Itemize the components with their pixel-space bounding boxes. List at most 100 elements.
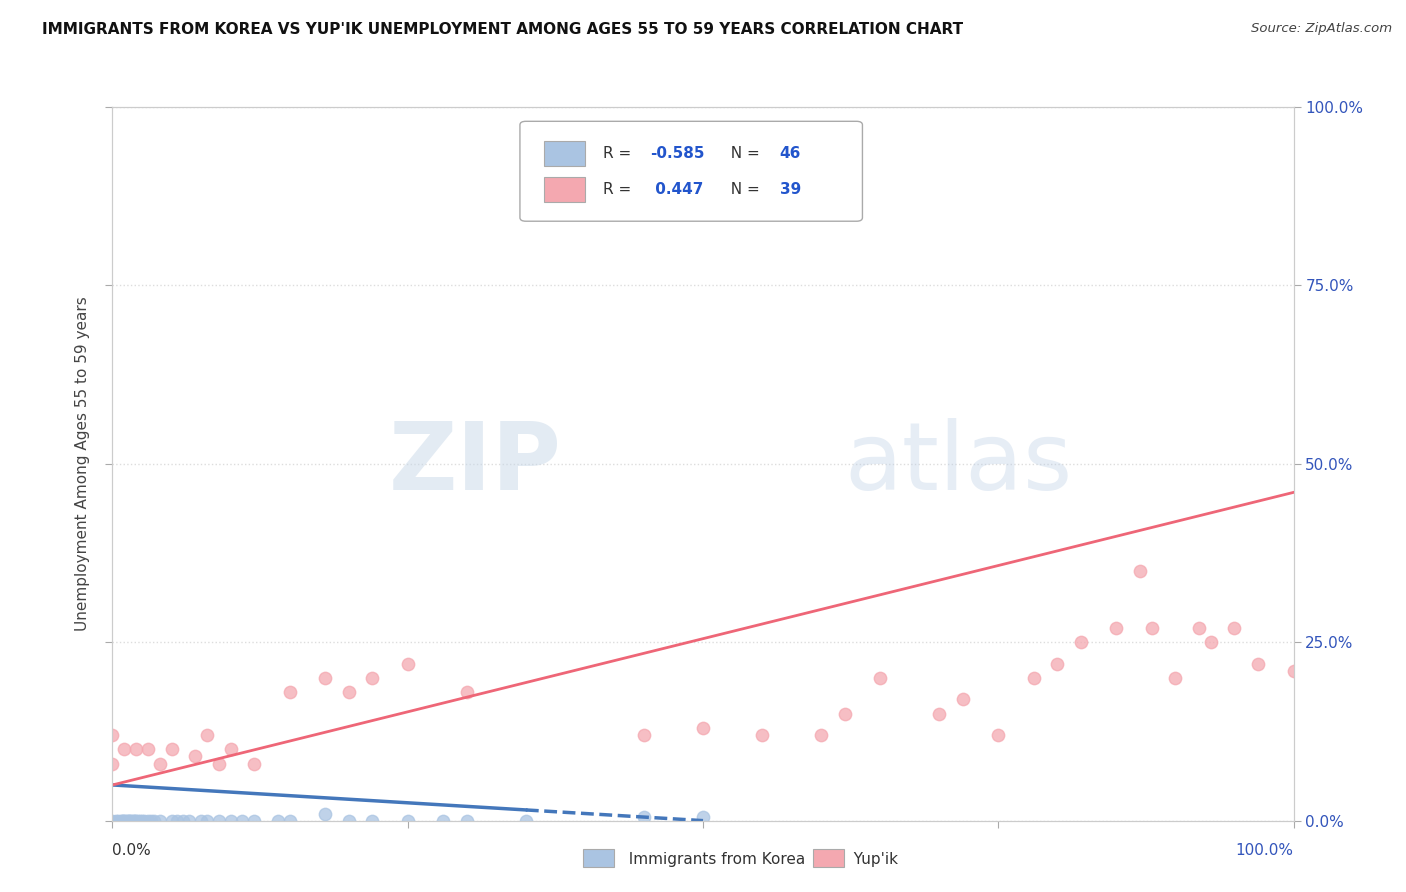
Point bbox=[456, 814, 478, 828]
Point bbox=[337, 685, 360, 699]
Point bbox=[834, 706, 856, 721]
Point bbox=[208, 814, 231, 828]
Point bbox=[633, 810, 655, 824]
Point bbox=[122, 814, 145, 828]
Text: 100.0%: 100.0% bbox=[1236, 843, 1294, 858]
Point bbox=[278, 685, 301, 699]
Text: IMMIGRANTS FROM KOREA VS YUP'IK UNEMPLOYMENT AMONG AGES 55 TO 59 YEARS CORRELATI: IMMIGRANTS FROM KOREA VS YUP'IK UNEMPLOY… bbox=[42, 22, 963, 37]
Point bbox=[314, 806, 336, 821]
FancyBboxPatch shape bbox=[544, 141, 585, 166]
Point bbox=[107, 814, 129, 828]
Point bbox=[1247, 657, 1270, 671]
Point bbox=[278, 814, 301, 828]
Point bbox=[987, 728, 1010, 742]
Y-axis label: Unemployment Among Ages 55 to 59 years: Unemployment Among Ages 55 to 59 years bbox=[75, 296, 90, 632]
Point bbox=[120, 814, 142, 828]
Point bbox=[692, 721, 714, 735]
Point bbox=[231, 814, 253, 828]
Point bbox=[121, 814, 143, 828]
Point bbox=[136, 814, 159, 828]
Point bbox=[751, 728, 773, 742]
Point bbox=[172, 814, 194, 828]
Text: Immigrants from Korea: Immigrants from Korea bbox=[619, 852, 804, 867]
Point bbox=[456, 685, 478, 699]
Text: N =: N = bbox=[721, 182, 765, 196]
Point bbox=[149, 814, 172, 828]
Text: Yup'ik: Yup'ik bbox=[844, 852, 897, 867]
Point bbox=[110, 814, 132, 828]
Point bbox=[869, 671, 891, 685]
Point bbox=[396, 657, 419, 671]
Point bbox=[115, 814, 138, 828]
Text: R =: R = bbox=[603, 146, 636, 161]
Point bbox=[125, 814, 148, 828]
Point bbox=[396, 814, 419, 828]
Point bbox=[142, 814, 165, 828]
Text: R =: R = bbox=[603, 182, 636, 196]
Point bbox=[1070, 635, 1092, 649]
Point bbox=[1022, 671, 1045, 685]
Point bbox=[219, 814, 242, 828]
Point bbox=[361, 814, 384, 828]
Point bbox=[105, 814, 128, 828]
Point bbox=[101, 728, 124, 742]
Point bbox=[127, 814, 149, 828]
Point bbox=[128, 814, 150, 828]
Point bbox=[928, 706, 950, 721]
Point bbox=[432, 814, 454, 828]
Point bbox=[952, 692, 974, 706]
Point bbox=[633, 728, 655, 742]
Point bbox=[1282, 664, 1305, 678]
Point bbox=[101, 756, 124, 771]
Point bbox=[160, 742, 183, 756]
Point bbox=[1188, 621, 1211, 635]
Point bbox=[314, 671, 336, 685]
Point bbox=[149, 756, 172, 771]
Point bbox=[117, 814, 139, 828]
Point bbox=[131, 814, 153, 828]
Text: 0.447: 0.447 bbox=[650, 182, 703, 196]
Point bbox=[136, 742, 159, 756]
Point bbox=[1164, 671, 1187, 685]
Text: 39: 39 bbox=[780, 182, 801, 196]
Point bbox=[243, 814, 266, 828]
Point bbox=[1223, 621, 1246, 635]
Point bbox=[112, 814, 135, 828]
Point bbox=[125, 742, 148, 756]
Point bbox=[195, 814, 218, 828]
Point bbox=[160, 814, 183, 828]
Point bbox=[166, 814, 188, 828]
Point bbox=[1140, 621, 1163, 635]
Point bbox=[112, 742, 135, 756]
FancyBboxPatch shape bbox=[520, 121, 862, 221]
Point bbox=[810, 728, 832, 742]
Point bbox=[1129, 564, 1152, 578]
Text: Source: ZipAtlas.com: Source: ZipAtlas.com bbox=[1251, 22, 1392, 36]
Text: 46: 46 bbox=[780, 146, 801, 161]
Point bbox=[120, 814, 142, 828]
Text: atlas: atlas bbox=[845, 417, 1073, 510]
Point bbox=[134, 814, 156, 828]
Point bbox=[124, 814, 146, 828]
Point bbox=[337, 814, 360, 828]
Point bbox=[1199, 635, 1222, 649]
Point bbox=[243, 756, 266, 771]
Point bbox=[101, 814, 124, 828]
Point bbox=[179, 814, 201, 828]
Point bbox=[195, 728, 218, 742]
Point bbox=[111, 814, 134, 828]
Text: N =: N = bbox=[721, 146, 765, 161]
Point bbox=[118, 814, 141, 828]
Point bbox=[1046, 657, 1069, 671]
Point bbox=[184, 749, 207, 764]
FancyBboxPatch shape bbox=[544, 177, 585, 202]
Point bbox=[190, 814, 212, 828]
Point bbox=[361, 671, 384, 685]
Text: ZIP: ZIP bbox=[388, 417, 561, 510]
Text: -0.585: -0.585 bbox=[650, 146, 704, 161]
Point bbox=[208, 756, 231, 771]
Point bbox=[692, 810, 714, 824]
Point bbox=[515, 814, 537, 828]
Text: 0.0%: 0.0% bbox=[112, 843, 152, 858]
Point bbox=[219, 742, 242, 756]
